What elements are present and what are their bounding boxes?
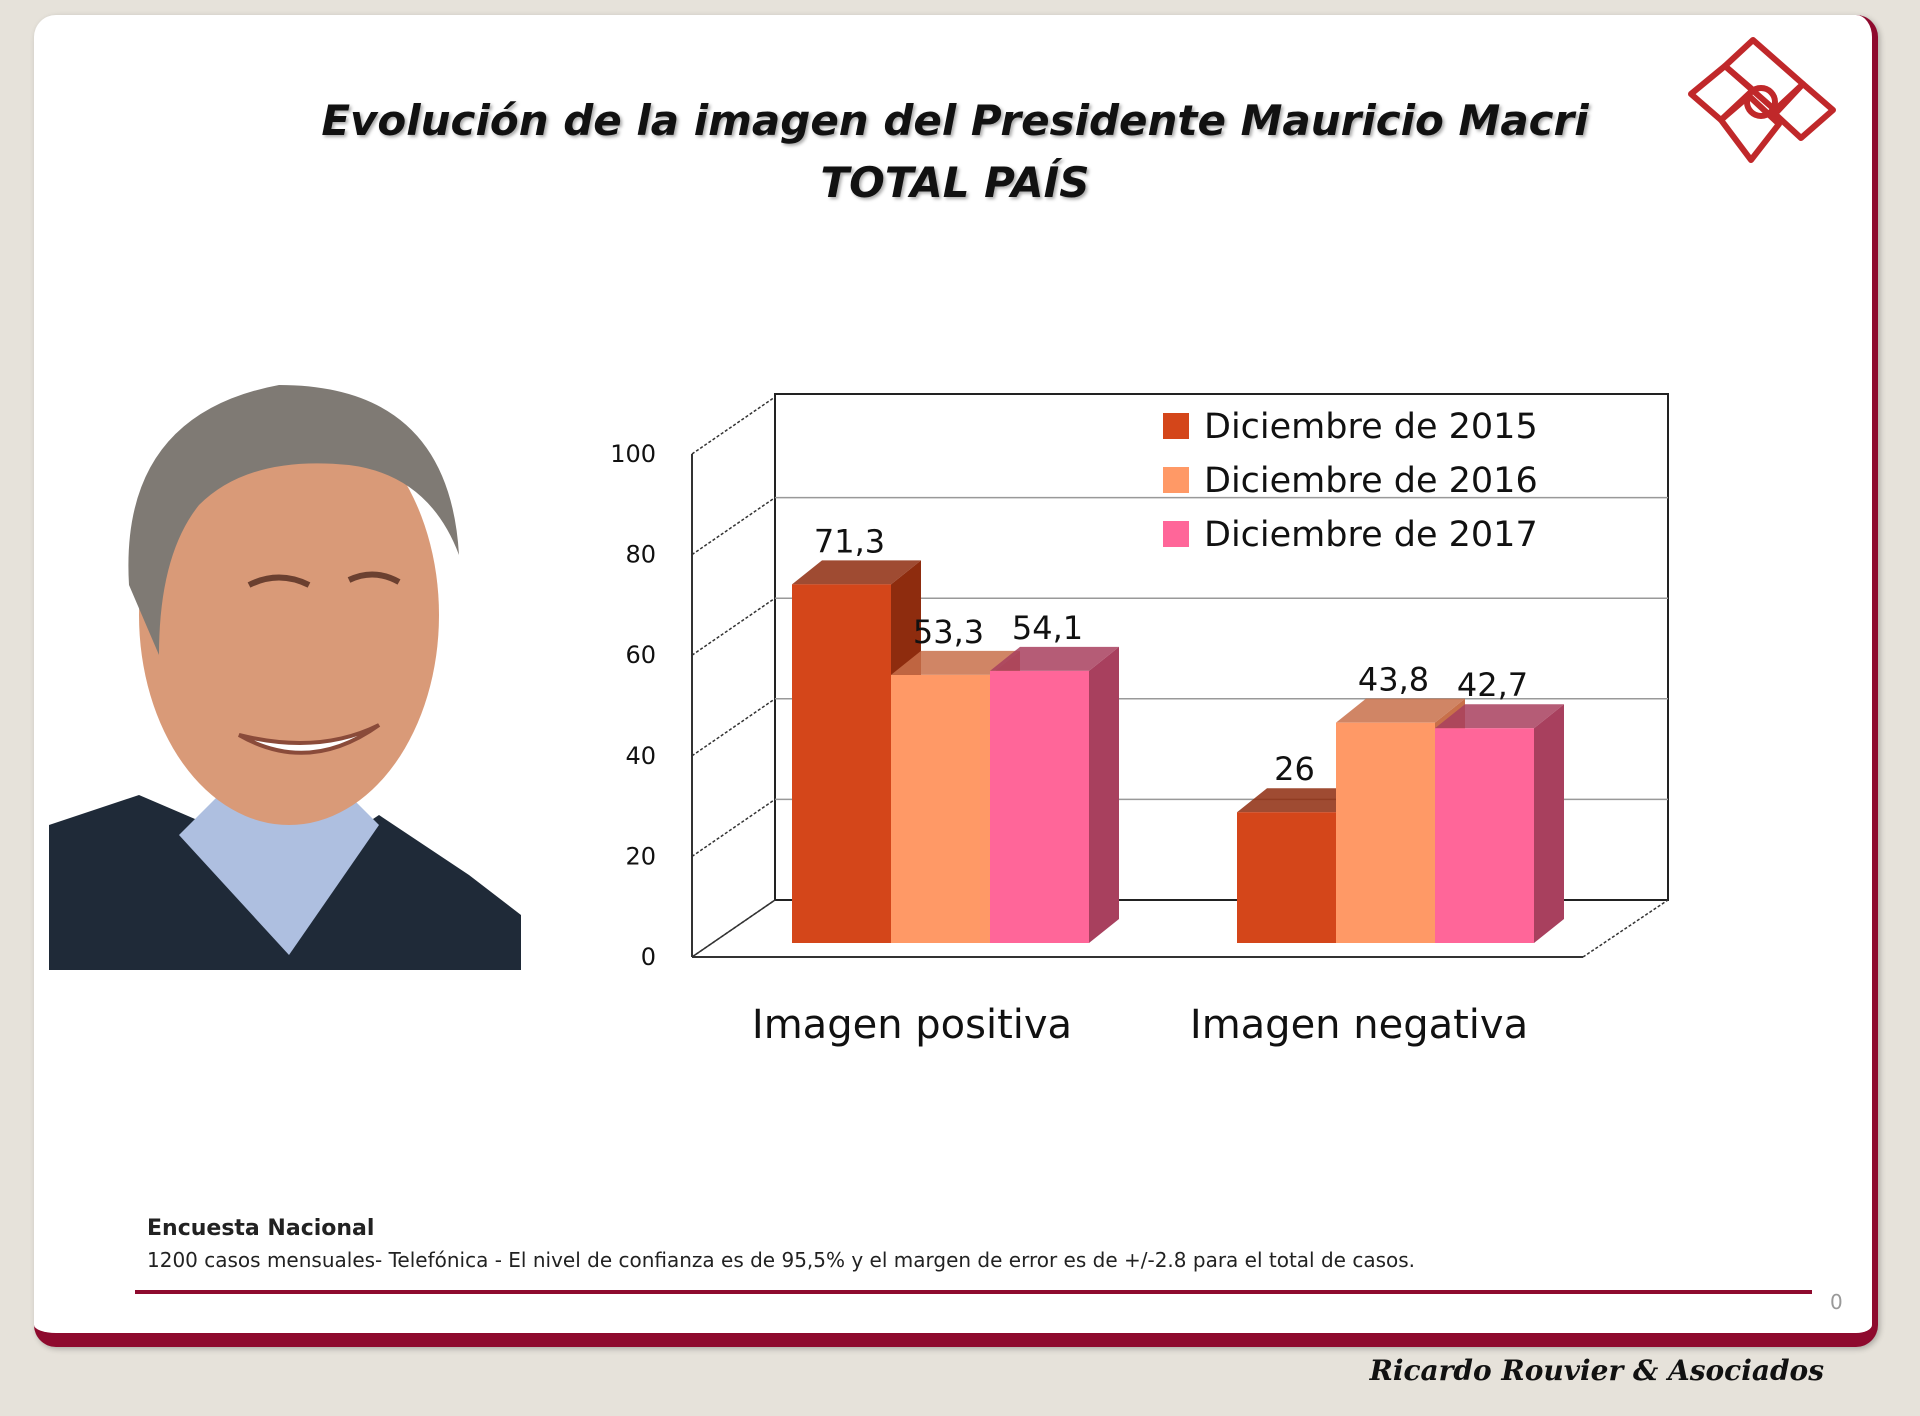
legend-label: Diciembre de 2016 bbox=[1204, 461, 1538, 501]
title-line-1: Evolución de la imagen del Presidente Ma… bbox=[321, 96, 1589, 145]
legend-swatch bbox=[1163, 467, 1189, 493]
bar bbox=[1336, 722, 1435, 943]
survey-title: Encuesta Nacional bbox=[147, 1216, 375, 1241]
president-photo bbox=[49, 355, 521, 970]
data-label: 54,1 bbox=[1012, 609, 1083, 647]
page-number: 0 bbox=[1830, 1290, 1843, 1314]
floor-edge bbox=[691, 899, 776, 958]
side-gridline bbox=[691, 396, 776, 455]
legend-swatch bbox=[1163, 521, 1189, 547]
side-gridline bbox=[691, 798, 776, 858]
bar-top bbox=[1237, 788, 1366, 813]
bar bbox=[990, 670, 1089, 943]
bar-top bbox=[792, 560, 921, 585]
bar bbox=[1237, 812, 1336, 943]
category-label: Imagen negativa bbox=[1190, 1002, 1528, 1048]
y-tick-label: 100 bbox=[610, 440, 656, 468]
data-label: 42,7 bbox=[1457, 666, 1528, 704]
company-logo-icon bbox=[1688, 37, 1836, 163]
data-label: 43,8 bbox=[1358, 661, 1429, 699]
bar bbox=[1435, 728, 1534, 943]
bar bbox=[792, 584, 891, 943]
side-gridline bbox=[691, 698, 776, 757]
bar-top bbox=[891, 650, 1020, 675]
legend-label: Diciembre de 2017 bbox=[1204, 515, 1538, 555]
title-line-2: TOTAL PAÍS bbox=[820, 158, 1090, 207]
brand-name: Ricardo Rouvier & Asociados bbox=[1369, 1354, 1824, 1387]
y-tick-label: 20 bbox=[625, 842, 656, 870]
y-tick-label: 80 bbox=[625, 541, 656, 569]
y-tick-label: 60 bbox=[625, 641, 656, 669]
bar-top bbox=[1435, 704, 1564, 729]
bar-side bbox=[1089, 646, 1119, 943]
bar-top bbox=[990, 646, 1119, 671]
y-tick-label: 40 bbox=[625, 742, 656, 770]
bar bbox=[891, 674, 990, 943]
legend-swatch bbox=[1163, 413, 1189, 439]
data-label: 53,3 bbox=[913, 613, 984, 651]
bar-top bbox=[1336, 698, 1465, 723]
survey-note: 1200 casos mensuales- Telefónica - El ni… bbox=[147, 1248, 1416, 1272]
floor-edge bbox=[1582, 899, 1669, 958]
data-label: 26 bbox=[1274, 750, 1315, 788]
footer-rule bbox=[135, 1290, 1812, 1294]
data-label: 71,3 bbox=[814, 522, 885, 560]
category-label: Imagen positiva bbox=[752, 1002, 1072, 1048]
y-tick-label: 0 bbox=[641, 943, 656, 971]
bar-side bbox=[1534, 704, 1564, 943]
side-gridline bbox=[691, 597, 776, 656]
legend-label: Diciembre de 2015 bbox=[1204, 407, 1538, 447]
side-gridline bbox=[691, 496, 776, 556]
